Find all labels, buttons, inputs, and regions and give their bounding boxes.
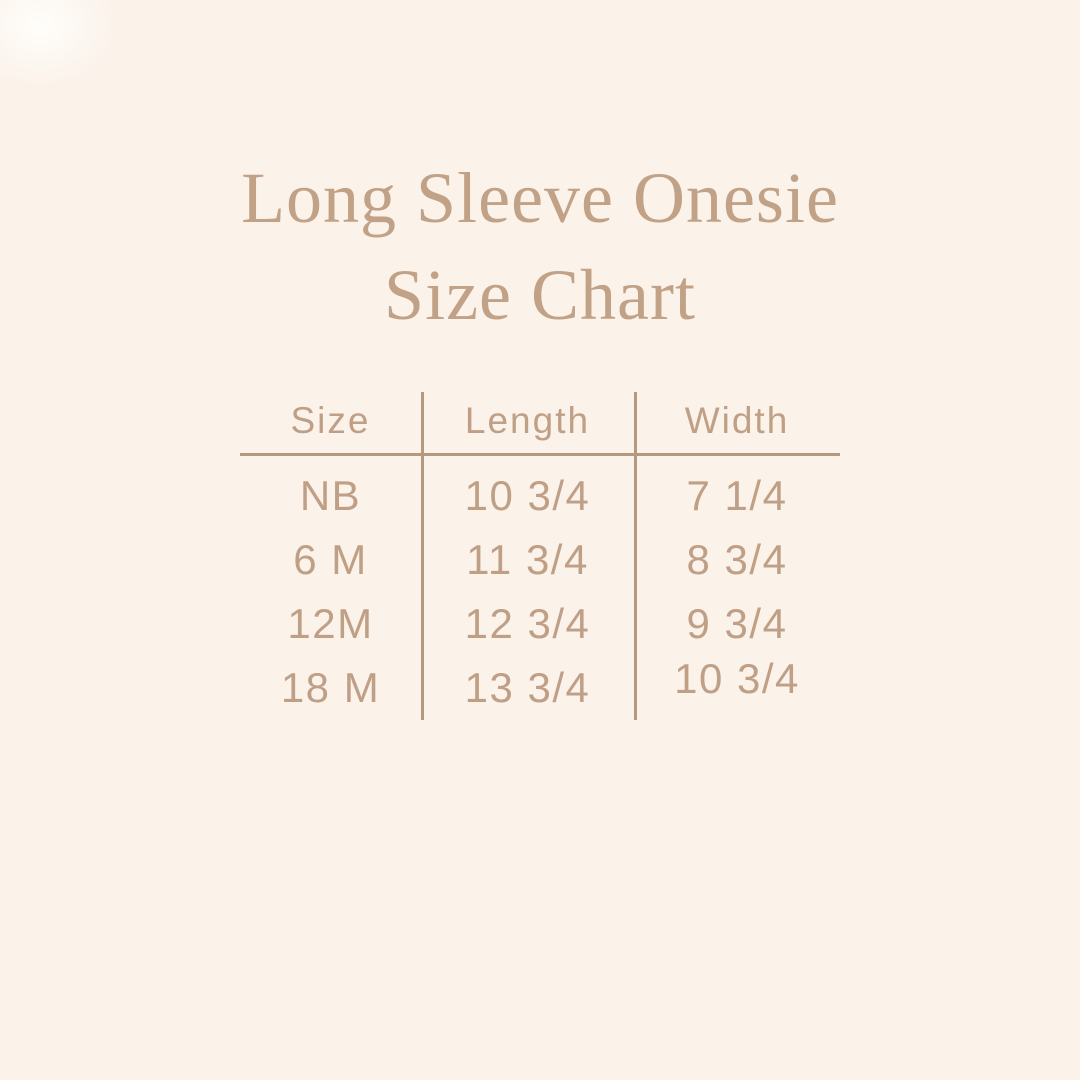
column-divider-1 bbox=[421, 392, 424, 720]
title-line-2: Size Chart bbox=[384, 255, 696, 335]
column-header-width: Width bbox=[684, 400, 790, 441]
cell-size-18m: 18 M bbox=[280, 664, 381, 711]
column-header-size: Size bbox=[290, 400, 371, 441]
cell-size-6m: 6 M bbox=[293, 536, 368, 583]
cell-length-6m: 11 3/4 bbox=[466, 536, 589, 583]
column-divider-2 bbox=[634, 392, 637, 720]
cell-length-18m: 13 3/4 bbox=[464, 664, 591, 711]
table-header-row: Size Length Width bbox=[240, 392, 840, 450]
cell-width-nb: 7 1/4 bbox=[686, 472, 788, 519]
title-line-1: Long Sleeve Onesie bbox=[241, 158, 839, 238]
cell-width-12m: 9 3/4 bbox=[686, 600, 788, 647]
header-divider bbox=[240, 453, 840, 456]
cell-size-nb: NB bbox=[299, 472, 362, 519]
cell-width-18m: 10 3/4 bbox=[674, 655, 800, 702]
column-header-length: Length bbox=[464, 400, 591, 441]
corner-sheen bbox=[0, 0, 120, 90]
cell-size-12m: 12M bbox=[287, 600, 374, 647]
page-title: Long Sleeve Onesie Size Chart bbox=[0, 150, 1080, 344]
table-body: NB 10 3/4 7 1/4 6 M 11 3/4 8 3/4 12M 12 … bbox=[240, 464, 840, 720]
cell-length-nb: 10 3/4 bbox=[464, 472, 591, 519]
cell-width-6m: 8 3/4 bbox=[686, 536, 788, 583]
cell-length-12m: 12 3/4 bbox=[464, 600, 591, 647]
size-chart-table: Size Length Width NB 10 3/4 7 1/4 6 M 11… bbox=[240, 392, 840, 722]
